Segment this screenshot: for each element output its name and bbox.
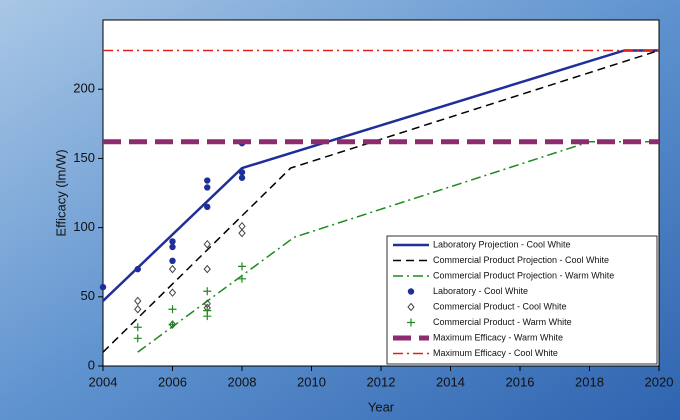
x-tick-label: 2004 bbox=[89, 374, 118, 389]
data-point bbox=[204, 184, 211, 191]
data-point bbox=[134, 265, 141, 273]
series-line bbox=[137, 141, 659, 353]
legend-label: Commercial Product - Warm White bbox=[433, 317, 572, 327]
series-line bbox=[102, 49, 659, 302]
legend-marker bbox=[407, 288, 415, 295]
x-tick-label: 2006 bbox=[158, 374, 187, 389]
data-point bbox=[134, 296, 142, 306]
data-point bbox=[238, 174, 246, 181]
x-tick-label: 2018 bbox=[575, 374, 604, 389]
data-point bbox=[203, 312, 212, 321]
data-point bbox=[168, 288, 177, 297]
y-tick-label: 150 bbox=[73, 150, 95, 165]
x-tick-label: 2008 bbox=[228, 374, 257, 389]
x-axis-label: Year bbox=[368, 399, 395, 414]
data-point bbox=[203, 287, 212, 296]
data-point bbox=[168, 320, 177, 329]
data-point bbox=[133, 334, 142, 343]
x-tick-label: 2016 bbox=[506, 374, 535, 389]
x-tick-label: 2012 bbox=[367, 374, 396, 389]
y-tick-label: 200 bbox=[73, 81, 95, 96]
data-point bbox=[238, 228, 246, 238]
legend-label: Laboratory Projection - Cool White bbox=[433, 239, 571, 249]
data-point bbox=[203, 239, 211, 249]
y-tick-label: 0 bbox=[88, 357, 95, 372]
series-line bbox=[102, 49, 660, 353]
data-point bbox=[169, 243, 176, 251]
data-point bbox=[168, 305, 177, 314]
data-point bbox=[238, 169, 246, 176]
data-point bbox=[204, 203, 211, 211]
x-tick-label: 2014 bbox=[436, 374, 465, 389]
legend-label: Commercial Product - Cool White bbox=[433, 301, 567, 311]
x-tick-label: 2020 bbox=[645, 374, 674, 389]
x-tick-label: 2010 bbox=[297, 374, 326, 389]
legend-label: Maximum Efficacy - Cool White bbox=[433, 348, 558, 358]
y-tick-label: 100 bbox=[73, 219, 95, 234]
data-point bbox=[204, 177, 211, 184]
data-point bbox=[168, 264, 177, 274]
y-axis-label: Efficacy (lm/W) bbox=[53, 149, 68, 236]
data-point bbox=[238, 274, 246, 283]
legend-marker bbox=[407, 302, 415, 312]
legend-label: Maximum Efficacy - Warm White bbox=[433, 332, 563, 342]
data-point bbox=[133, 323, 142, 332]
data-point bbox=[203, 264, 211, 274]
data-point bbox=[169, 257, 176, 265]
y-tick-label: 50 bbox=[81, 288, 95, 303]
legend-marker bbox=[407, 318, 415, 327]
data-point bbox=[169, 238, 176, 245]
legend-label: Laboratory - Cool White bbox=[433, 286, 528, 296]
legend-label: Commercial Product Projection - Warm Whi… bbox=[433, 270, 614, 280]
data-point bbox=[238, 262, 246, 271]
data-point bbox=[99, 283, 107, 291]
data-point bbox=[134, 304, 142, 314]
legend-label: Commercial Product Projection - Cool Whi… bbox=[433, 255, 609, 265]
legend-box bbox=[386, 235, 658, 365]
